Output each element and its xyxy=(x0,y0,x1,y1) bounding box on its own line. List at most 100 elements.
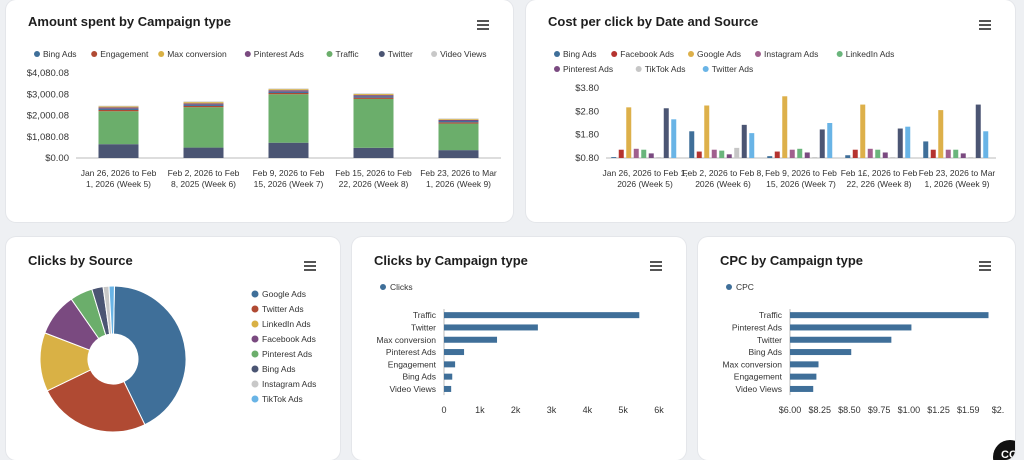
legend-label: Google Ads xyxy=(697,49,741,59)
legend-label: Pinterest Ads xyxy=(563,64,613,74)
bar-segment xyxy=(183,105,224,108)
x-tick-label: 8, 2025 (Week 6) xyxy=(171,179,236,189)
legend-label: TikTok Ads xyxy=(645,64,686,74)
legend-label: Instagram Ads xyxy=(262,379,316,389)
legend-marker xyxy=(378,51,385,57)
pie-slice xyxy=(108,285,115,335)
legend-label: CPC xyxy=(736,282,754,292)
clicks-source-card: Clicks by Source Google Ads Twitter Ads Li… xyxy=(6,237,340,460)
bar xyxy=(819,129,825,158)
chat-fab-button[interactable]: CC xyxy=(993,440,1015,460)
hamburger-menu-icon[interactable] xyxy=(979,261,991,271)
x-tick-label: Feb 1£, 2026 to Feb xyxy=(841,168,918,178)
bar xyxy=(945,149,951,158)
bar xyxy=(790,324,912,331)
bar xyxy=(975,104,981,158)
legend-label: Twitter Ads xyxy=(262,304,304,314)
chat-fab-label: CC xyxy=(1001,449,1015,460)
bar xyxy=(611,157,617,158)
x-tick-label: Feb 23, 2026 to Mar xyxy=(420,168,497,178)
bar xyxy=(618,149,624,158)
legend-label: Bing Ads xyxy=(262,364,296,374)
legend-label: Facebook Ads xyxy=(262,334,316,344)
y-tick-label: Twitter xyxy=(757,335,782,345)
bar xyxy=(444,336,498,343)
x-tick-label: $1.00 xyxy=(898,405,921,415)
bar xyxy=(648,153,654,158)
bar xyxy=(749,133,755,158)
bar-segment xyxy=(268,91,309,93)
y-tick-label: $2.80 xyxy=(575,106,599,117)
bar xyxy=(633,148,639,158)
legend-marker xyxy=(326,51,333,57)
y-tick-label: Pinterest Ads xyxy=(732,322,782,332)
y-tick-label: Traffic xyxy=(759,310,783,320)
bar-segment xyxy=(268,88,309,90)
x-tick-label: Jan 26, 2026 to Feb 1, xyxy=(602,168,687,178)
amount-spent-card: Amount spent by Campaign type Bing Ads En… xyxy=(6,0,513,222)
bar xyxy=(867,148,873,158)
bar xyxy=(968,157,974,158)
x-tick-label: 1, 2026 (Week 5) xyxy=(86,179,151,189)
bar-segment xyxy=(98,106,139,108)
x-tick-label: 15, 2026 (Week 7) xyxy=(254,179,324,189)
bar xyxy=(827,123,833,158)
bar xyxy=(444,324,538,331)
bar xyxy=(704,105,710,158)
bar-segment xyxy=(438,121,479,123)
legend-label: Traffic xyxy=(336,49,360,59)
bar-segment xyxy=(183,102,224,104)
x-tick-label: $6.00 xyxy=(779,405,802,415)
pie-slice xyxy=(46,369,146,433)
bar xyxy=(444,385,452,392)
bar-segment xyxy=(438,122,479,124)
x-tick-label: $9.75 xyxy=(868,405,891,415)
clicks-source-title: Clicks by Source xyxy=(28,253,133,268)
legend-marker xyxy=(554,66,560,72)
bar-segment xyxy=(353,98,394,148)
legend-marker xyxy=(244,51,251,57)
bar xyxy=(804,152,810,158)
legend-marker xyxy=(251,395,259,403)
pie-slice xyxy=(112,285,187,426)
x-tick-label: 5k xyxy=(618,405,628,415)
bar xyxy=(983,131,989,158)
bar-segment xyxy=(353,97,394,99)
x-tick-label: 2026 (Week 6) xyxy=(695,179,751,189)
y-tick-label: Traffic xyxy=(413,310,437,320)
hamburger-menu-icon[interactable] xyxy=(477,20,489,30)
x-tick-label: 22, 2026 (Week 8) xyxy=(339,179,409,189)
amount-spent-title: Amount spent by Campaign type xyxy=(28,14,231,29)
x-tick-label: Feb 2, 2026 to Feb 8, xyxy=(682,168,763,178)
bar xyxy=(656,157,662,158)
legend-marker xyxy=(380,284,386,290)
clicks-source-chart: Google Ads Twitter Ads LinkedIn Ads Faceboo… xyxy=(39,285,316,433)
bar-segment xyxy=(268,90,309,92)
x-tick-label: 4k xyxy=(583,405,593,415)
legend-label: TikTok Ads xyxy=(262,394,303,404)
legend-marker xyxy=(611,51,618,57)
x-tick-label: Feb 9, 2026 to Feb xyxy=(253,168,325,178)
amount-spent-chart: Bing Ads Engagement Max conversion Pinteres… xyxy=(27,49,501,189)
legend-label: Instagram Ads xyxy=(764,49,818,59)
x-tick-label: 1k xyxy=(475,405,485,415)
hamburger-menu-icon[interactable] xyxy=(304,261,316,271)
bar-segment xyxy=(438,123,479,151)
bar-segment xyxy=(98,108,139,110)
x-tick-label: 0 xyxy=(441,405,446,415)
legend-label: Bing Ads xyxy=(563,49,597,59)
legend-marker xyxy=(158,51,165,57)
legend-marker xyxy=(635,66,642,72)
y-tick-label: $2,000.08 xyxy=(27,111,69,122)
y-tick-label: Pinterest Ads xyxy=(386,347,436,357)
hamburger-menu-icon[interactable] xyxy=(979,20,991,30)
clicks-campaign-title: Clicks by Campaign type xyxy=(374,253,528,268)
legend-marker xyxy=(726,284,732,290)
legend-marker xyxy=(251,335,259,343)
hamburger-menu-icon[interactable] xyxy=(650,261,662,271)
legend-marker xyxy=(251,380,259,388)
bar xyxy=(790,385,814,392)
bar xyxy=(626,107,632,158)
x-tick-label: 3k xyxy=(547,405,557,415)
bar-segment xyxy=(438,150,479,158)
